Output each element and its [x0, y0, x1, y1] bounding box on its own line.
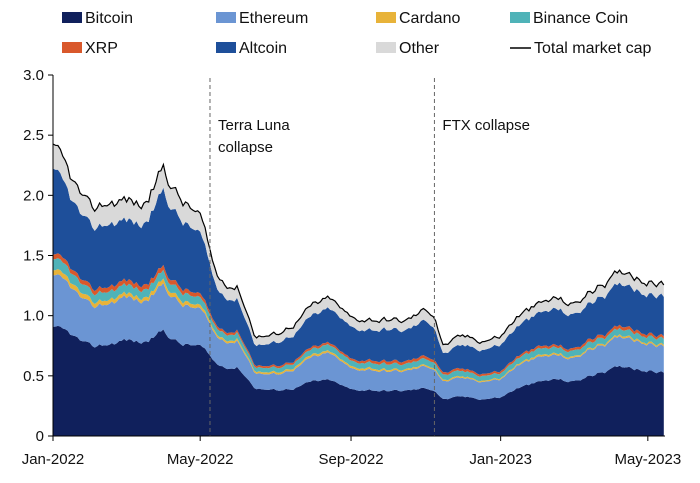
legend-item-altcoin: Altcoin — [216, 40, 287, 57]
legend-item-xrp: XRP — [62, 40, 118, 57]
y-tick-label: 1.0 — [23, 308, 44, 325]
axes: 0 0.5 1.0 1.5 2.0 2.5 3.0 Jan-2022 May-2022 Sep-2… — [22, 67, 681, 468]
legend-label: Bitcoin — [85, 10, 133, 27]
y-tick-label: 0.5 — [23, 368, 44, 385]
y-tick-label: 2.0 — [23, 187, 44, 204]
legend-item-cardano: Cardano — [376, 10, 460, 27]
x-tick-label: May-2022 — [167, 451, 234, 468]
total-market-cap-line — [52, 143, 665, 346]
legend-swatch — [376, 12, 396, 23]
legend-swatch — [62, 42, 82, 53]
legend-label: Total market cap — [534, 40, 651, 57]
legend-swatch — [510, 12, 530, 23]
legend: Bitcoin Ethereum Cardano Binance Coin XRP Alt… — [62, 10, 651, 57]
legend-item-other: Other — [376, 40, 440, 57]
legend-label: Other — [399, 40, 440, 57]
legend-item-ethereum: Ethereum — [216, 10, 308, 27]
legend-item-total-market-cap: Total market cap — [510, 40, 651, 57]
event-annotation-label: FTX collapse — [442, 117, 530, 134]
area-ethereum — [53, 274, 664, 400]
legend-label: Cardano — [399, 10, 460, 27]
y-tick-label: 0 — [36, 428, 44, 445]
x-tick-label: Jan-2023 — [469, 451, 532, 468]
legend-swatch — [376, 42, 396, 53]
legend-swatch — [62, 12, 82, 23]
legend-label: Altcoin — [239, 40, 287, 57]
y-tick-label: 2.5 — [23, 127, 44, 144]
event-annotation-label: Terra Luna — [218, 117, 290, 134]
x-tick-label: Jan-2022 — [22, 451, 85, 468]
legend-label: XRP — [85, 40, 118, 57]
area-altcoin — [53, 168, 664, 375]
y-tick-label: 3.0 — [23, 67, 44, 84]
annotations: Terra Luna collapse FTX collapse — [209, 78, 530, 436]
legend-label: Binance Coin — [533, 10, 628, 27]
area-bitcoin — [53, 325, 664, 436]
legend-swatch — [216, 42, 236, 53]
x-tick-label: May-2023 — [614, 451, 681, 468]
legend-swatch — [216, 12, 236, 23]
stacked-areas — [52, 143, 665, 436]
x-tick-label: Sep-2022 — [318, 451, 383, 468]
y-tick-label: 1.5 — [23, 248, 44, 265]
legend-label: Ethereum — [239, 10, 308, 27]
legend-item-bitcoin: Bitcoin — [62, 10, 133, 27]
legend-item-binance-coin: Binance Coin — [510, 10, 628, 27]
event-annotation-label: collapse — [218, 139, 273, 156]
